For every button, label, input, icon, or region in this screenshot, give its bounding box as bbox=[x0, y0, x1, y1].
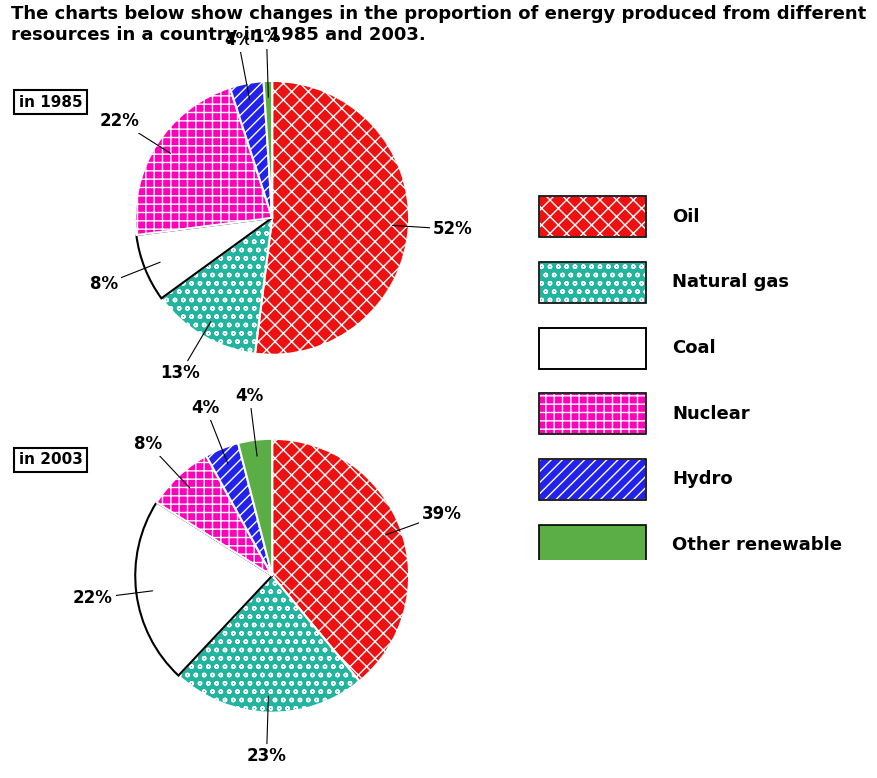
FancyBboxPatch shape bbox=[538, 261, 645, 303]
Text: Other renewable: Other renewable bbox=[672, 536, 841, 554]
Text: Oil: Oil bbox=[672, 208, 699, 226]
Text: 13%: 13% bbox=[160, 321, 210, 383]
Text: 8%: 8% bbox=[90, 262, 160, 293]
Text: in 1985: in 1985 bbox=[18, 95, 82, 110]
Text: 4%: 4% bbox=[191, 398, 227, 464]
Text: resources in a country in 1985 and 2003.: resources in a country in 1985 and 2003. bbox=[11, 26, 424, 44]
Wedge shape bbox=[230, 81, 272, 218]
Wedge shape bbox=[206, 443, 272, 576]
Wedge shape bbox=[156, 456, 272, 576]
Text: 4%: 4% bbox=[235, 387, 263, 456]
Wedge shape bbox=[135, 503, 272, 675]
Wedge shape bbox=[238, 439, 272, 576]
Wedge shape bbox=[135, 88, 272, 235]
Text: 39%: 39% bbox=[385, 506, 461, 535]
Text: 22%: 22% bbox=[73, 590, 153, 608]
Wedge shape bbox=[161, 218, 272, 354]
Text: The charts below show changes in the proportion of energy produced from differen: The charts below show changes in the pro… bbox=[11, 5, 865, 23]
Text: Coal: Coal bbox=[672, 339, 715, 357]
Text: 52%: 52% bbox=[392, 220, 472, 238]
Text: 22%: 22% bbox=[99, 112, 170, 153]
Wedge shape bbox=[254, 81, 409, 355]
FancyBboxPatch shape bbox=[538, 393, 645, 434]
FancyBboxPatch shape bbox=[538, 328, 645, 369]
FancyBboxPatch shape bbox=[538, 524, 645, 566]
Wedge shape bbox=[263, 81, 272, 218]
Wedge shape bbox=[136, 218, 272, 298]
FancyBboxPatch shape bbox=[538, 196, 645, 237]
Text: 23%: 23% bbox=[246, 696, 286, 766]
Text: 4%: 4% bbox=[224, 31, 253, 100]
FancyBboxPatch shape bbox=[538, 459, 645, 500]
Text: in 2003: in 2003 bbox=[18, 453, 82, 468]
Wedge shape bbox=[178, 576, 359, 713]
Wedge shape bbox=[272, 439, 409, 682]
Text: Hydro: Hydro bbox=[672, 471, 732, 489]
Text: Natural gas: Natural gas bbox=[672, 273, 788, 291]
Text: 8%: 8% bbox=[134, 435, 189, 488]
Text: 1%: 1% bbox=[253, 28, 281, 97]
Text: Nuclear: Nuclear bbox=[672, 405, 749, 422]
